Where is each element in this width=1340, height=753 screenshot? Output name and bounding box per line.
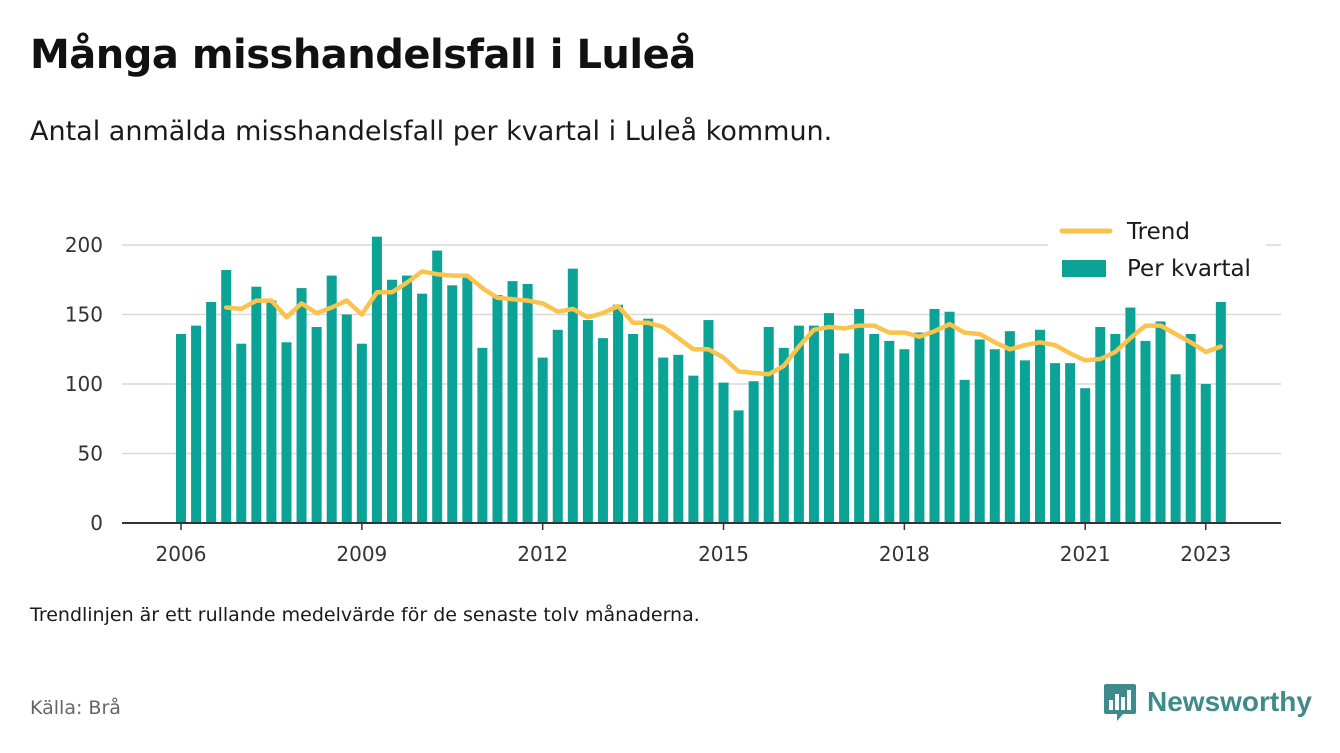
- bar: [658, 357, 669, 523]
- bar: [673, 354, 684, 523]
- brand-logo[interactable]: Newsworthy: [1103, 682, 1312, 722]
- bar: [1019, 360, 1030, 523]
- bar-series: [176, 236, 1226, 523]
- bar: [989, 349, 1000, 523]
- bar: [597, 338, 608, 523]
- bar: [236, 343, 247, 523]
- x-tick-label: 2009: [336, 542, 387, 566]
- bar: [1140, 340, 1151, 523]
- bar: [869, 333, 880, 523]
- bar: [1050, 363, 1061, 523]
- trend-series: [223, 269, 1224, 377]
- y-tick-label: 50: [78, 442, 103, 466]
- bar: [1034, 329, 1045, 523]
- brand-name: Newsworthy: [1147, 686, 1312, 717]
- bar: [567, 268, 578, 523]
- bar: [1125, 307, 1136, 523]
- bar: [628, 333, 639, 523]
- bar: [778, 347, 789, 523]
- x-tick-label: 2015: [698, 542, 749, 566]
- bar: [884, 340, 895, 523]
- bar: [1080, 388, 1091, 523]
- bar: [326, 275, 337, 523]
- bar: [899, 349, 910, 523]
- chart-title: Många misshandelsfall i Luleå: [30, 32, 696, 78]
- x-tick-label: 2012: [517, 542, 568, 566]
- chart-subtitle: Antal anmälda misshandelsfall per kvarta…: [30, 116, 833, 147]
- x-tick-label: 2006: [156, 542, 207, 566]
- bar: [643, 318, 654, 523]
- source-label: Källa: Brå: [30, 697, 121, 719]
- bar-chart: 0 50 100 150 200 2006 2009 2012 2015 2018 2021 2023…: [64, 212, 1281, 566]
- bar: [1065, 363, 1076, 523]
- bar: [1185, 333, 1196, 523]
- bar: [537, 357, 548, 523]
- bar: [1004, 331, 1015, 523]
- y-tick-label: 150: [65, 303, 103, 327]
- bar: [733, 410, 744, 523]
- trend-note: Trendlinjen är ett rullande medelvärde f…: [30, 604, 700, 626]
- bar: [839, 353, 850, 523]
- bar: [793, 325, 804, 523]
- x-tick-label: 2023: [1180, 542, 1231, 566]
- bar: [206, 301, 217, 523]
- legend-bar-label: Per kvartal: [1127, 256, 1251, 282]
- bar: [552, 329, 563, 523]
- bar: [462, 276, 473, 523]
- bar: [1200, 384, 1211, 523]
- bar: [974, 339, 985, 523]
- bar: [1155, 321, 1166, 523]
- bar: [311, 327, 322, 523]
- x-tick-label: 2021: [1060, 542, 1111, 566]
- bar: [944, 311, 955, 523]
- bar: [296, 288, 307, 523]
- bar: [718, 382, 729, 523]
- bar: [929, 308, 940, 523]
- bar: [432, 250, 443, 523]
- legend: Trend Per kvartal: [1048, 212, 1266, 292]
- bar: [386, 279, 397, 523]
- bar: [477, 347, 488, 523]
- bar: [251, 286, 262, 523]
- bar: [281, 342, 292, 523]
- bar: [417, 293, 428, 523]
- bar: [703, 320, 714, 523]
- trend-line: [223, 269, 1224, 377]
- bar: [688, 375, 699, 523]
- bar: [613, 304, 624, 523]
- bar: [748, 381, 759, 523]
- axes: 0 50 100 150 200 2006 2009 2012 2015 2018 2021 2023: [65, 233, 1281, 566]
- bar: [854, 308, 865, 523]
- bar: [371, 236, 382, 523]
- bar: [402, 275, 413, 523]
- bar: [914, 332, 925, 523]
- bar: [266, 300, 277, 523]
- bar: [492, 295, 503, 523]
- newsworthy-icon: [1104, 684, 1136, 721]
- bar: [507, 281, 518, 523]
- bar: [1170, 374, 1181, 523]
- legend-trend-label: Trend: [1126, 219, 1190, 245]
- bar: [763, 327, 774, 523]
- y-tick-label: 100: [65, 372, 103, 396]
- bar: [447, 285, 458, 523]
- bar: [221, 270, 232, 523]
- bar: [191, 325, 202, 523]
- bar: [1215, 301, 1226, 523]
- bar: [341, 314, 352, 523]
- legend-background: [1048, 212, 1266, 292]
- y-tick-label: 0: [90, 511, 103, 535]
- bar: [176, 333, 186, 523]
- y-tick-label: 200: [65, 233, 103, 257]
- bar: [808, 325, 819, 523]
- x-tick-label: 2018: [879, 542, 930, 566]
- bar: [959, 379, 970, 523]
- bar: [1095, 327, 1106, 523]
- bar: [1110, 333, 1121, 523]
- bar: [582, 320, 593, 523]
- bar: [824, 313, 835, 523]
- bar: [356, 343, 367, 523]
- bar: [522, 283, 533, 523]
- legend-bar-swatch: [1062, 260, 1106, 277]
